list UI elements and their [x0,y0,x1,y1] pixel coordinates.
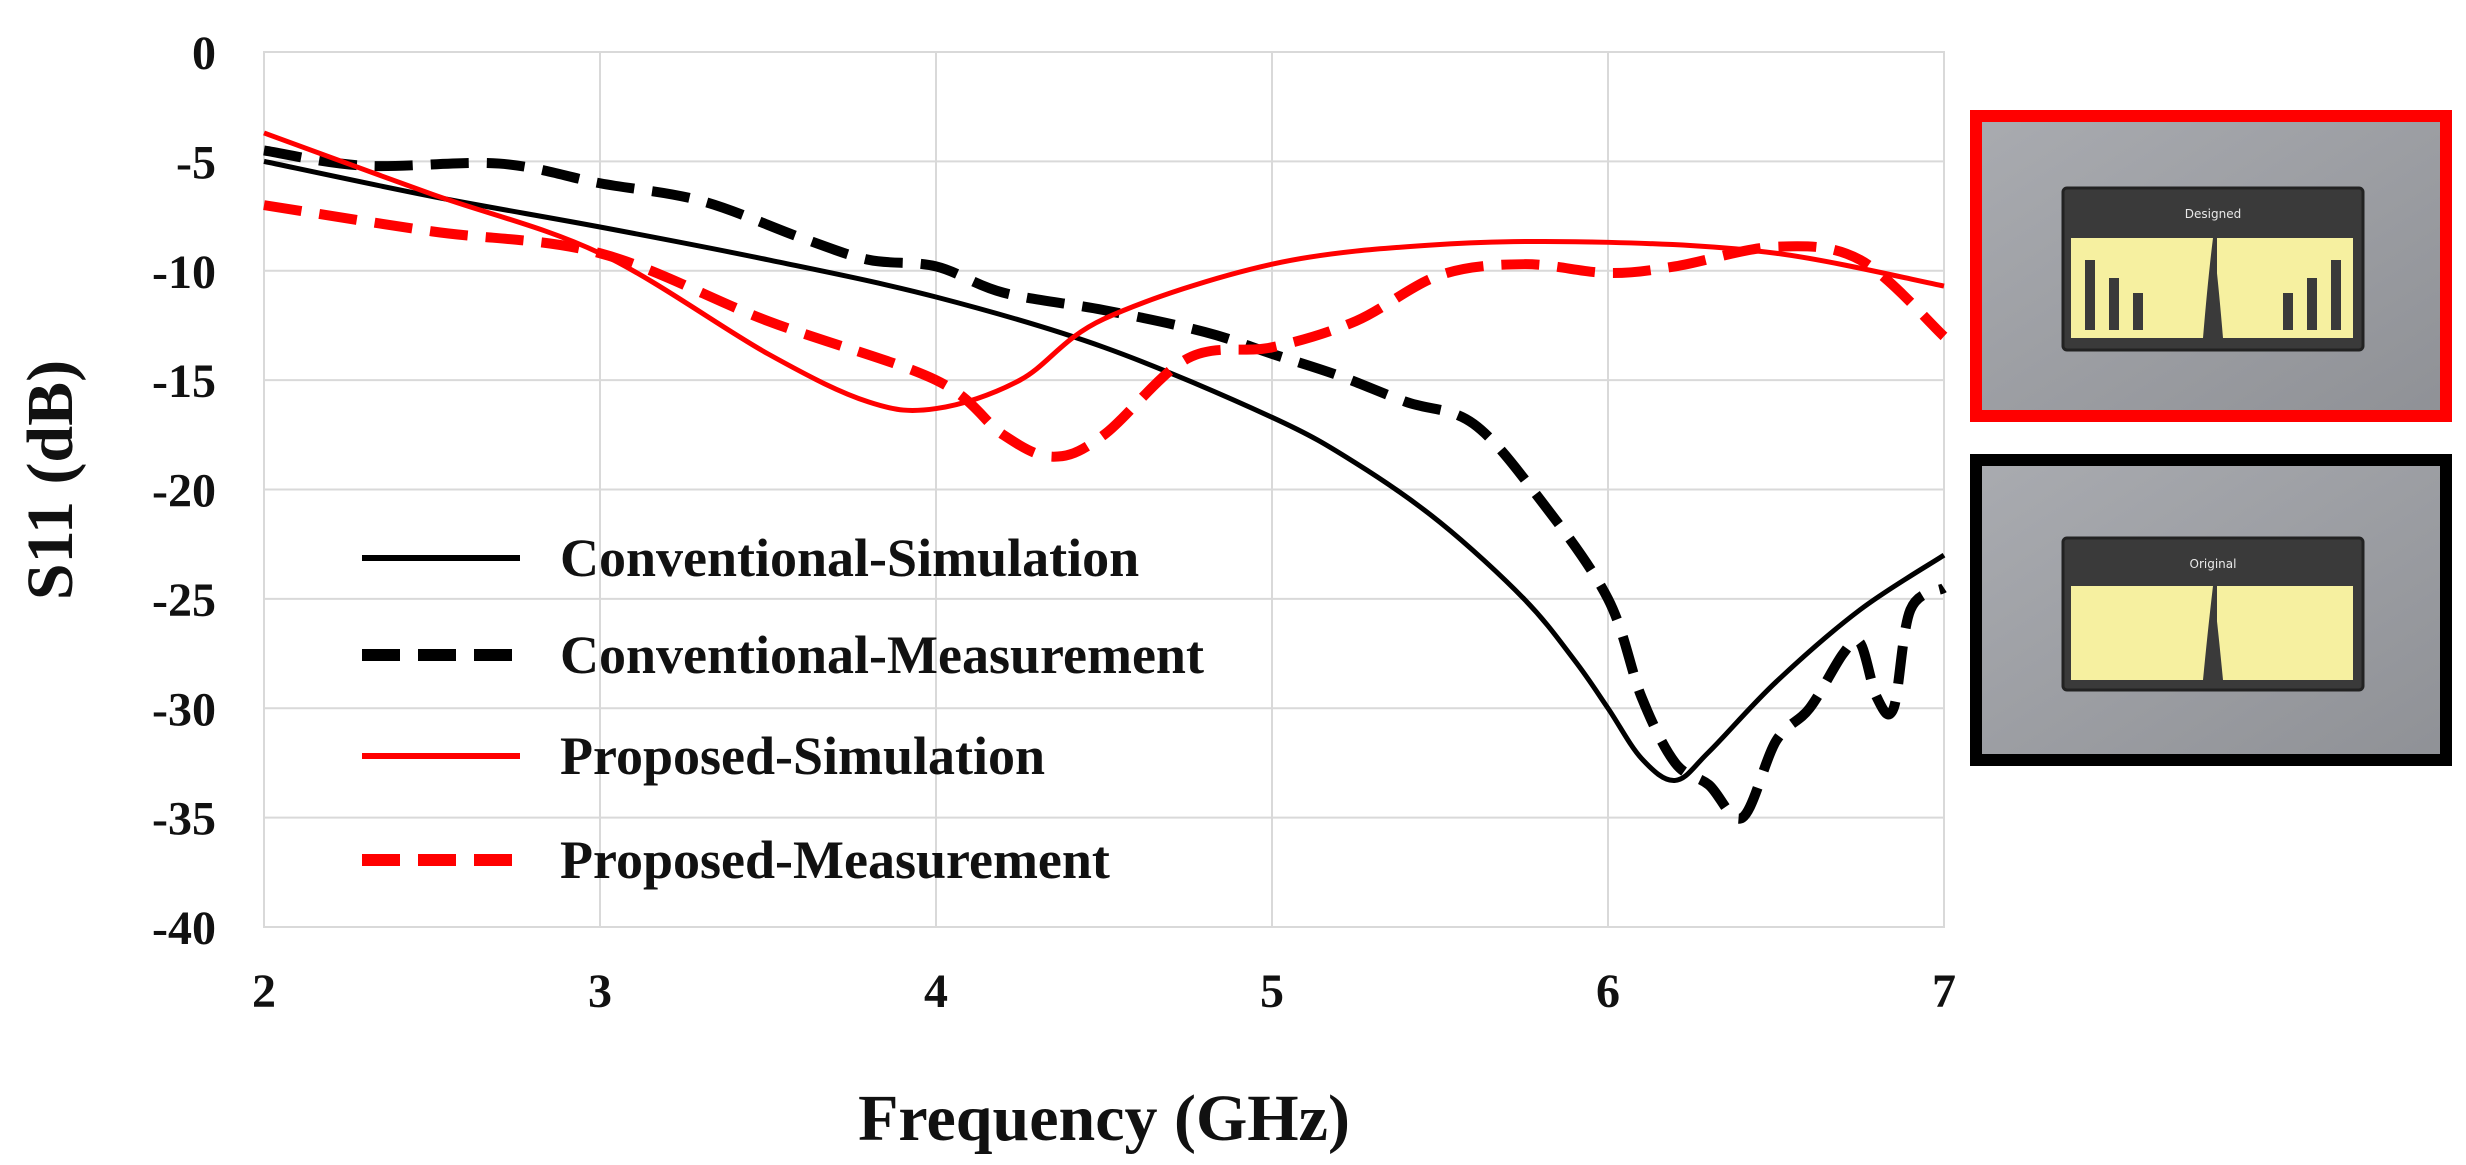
gridlines [263,51,1945,928]
x-tick-label: 2 [252,965,276,1018]
x-tick-label: 7 [1932,965,1956,1018]
x-axis-ticks: 2 3 4 5 6 7 [252,965,1956,1018]
x-tick-label: 6 [1596,965,1620,1018]
legend-label: Proposed-Simulation [560,726,1045,786]
series-line-conventional-measurement [263,145,1947,824]
y-tick-label: -15 [152,355,216,408]
y-tick-label: -25 [152,574,216,627]
legend: Conventional-Simulation Conventional-Meas… [362,528,1204,890]
y-tick-label: -40 [152,902,216,955]
conventional-antenna-inset: Original [1970,454,2452,766]
y-tick-label: -10 [152,246,216,299]
series-line-proposed-measurement [263,200,1948,462]
y-tick-label: -30 [152,683,216,736]
proposed-antenna-pcb: Designed [2061,186,2365,352]
x-axis-title: Frequency (GHz) [858,1082,1350,1155]
series-line-conventional-simulation [263,158,1946,783]
y-axis-ticks: 0 -5 -10 -15 -20 -25 -30 -35 -40 [152,27,216,955]
legend-label: Conventional-Measurement [560,625,1204,685]
y-tick-label: 0 [192,27,216,80]
y-tick-label: -5 [176,136,216,189]
y-axis-title: S11 (dB) [14,360,87,600]
x-tick-label: 4 [924,965,948,1018]
legend-label: Proposed-Measurement [560,830,1110,890]
y-tick-label: -35 [152,793,216,846]
y-tick-label: -20 [152,465,216,518]
conventional-pcb-text: Original [2190,557,2237,571]
proposed-pcb-text: Designed [2185,207,2241,221]
conventional-antenna-pcb: Original [2061,536,2365,692]
x-tick-label: 5 [1260,965,1284,1018]
legend-label: Conventional-Simulation [560,528,1139,588]
series-lines [263,130,1948,824]
series-line-proposed-simulation [263,130,1945,414]
proposed-antenna-inset: Designed [1970,110,2452,422]
x-tick-label: 3 [588,965,612,1018]
